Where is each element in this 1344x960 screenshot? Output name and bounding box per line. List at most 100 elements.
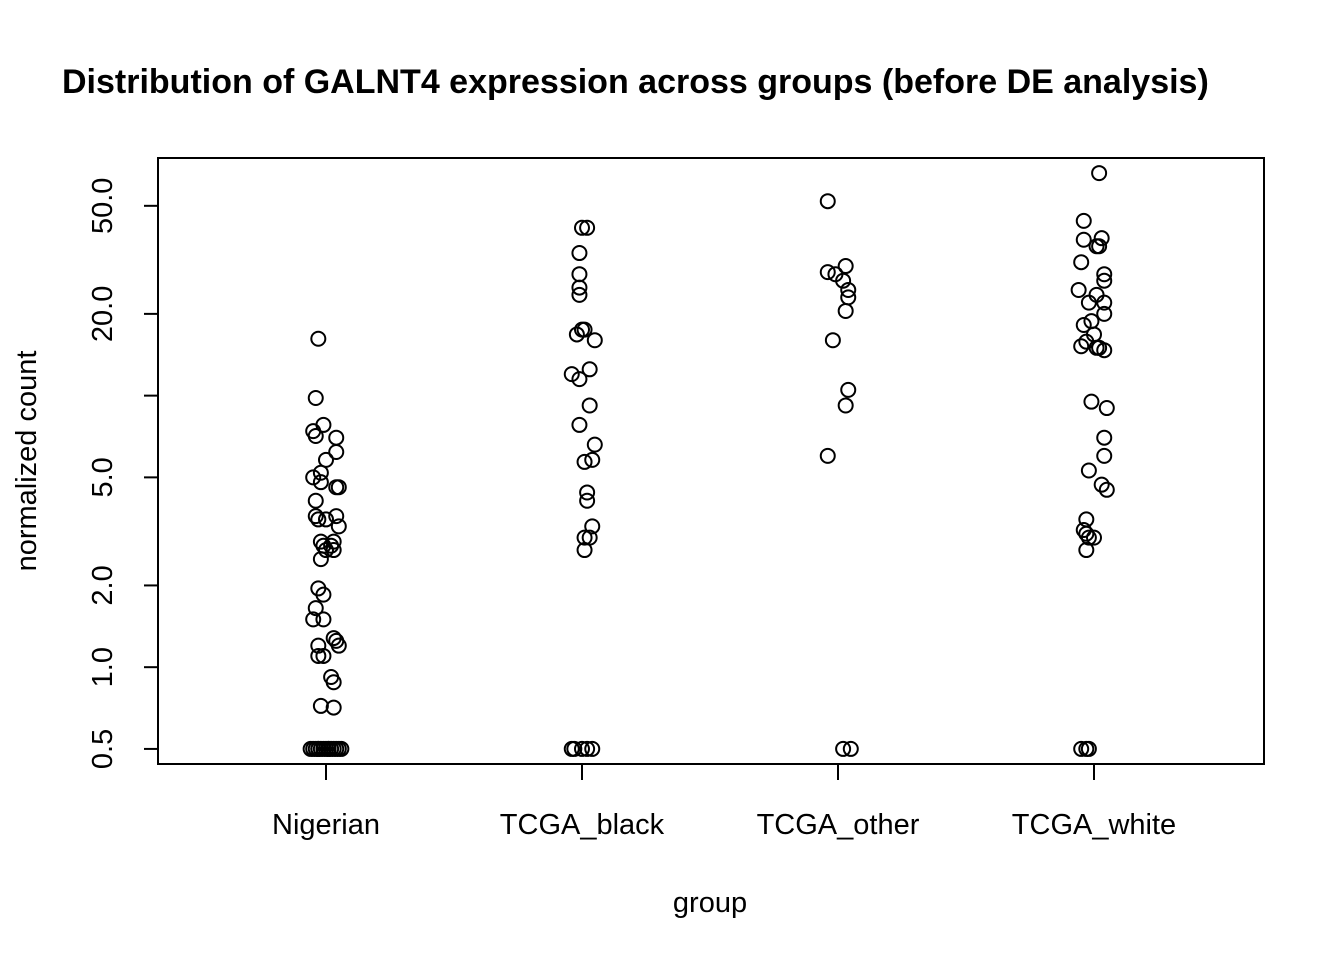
data-point [571,371,588,388]
data-point [307,390,324,407]
data-point [1070,281,1087,298]
y-tick-label: 1.0 [87,647,119,687]
data-point [1096,429,1113,446]
data-point [312,474,329,491]
data-point [310,511,327,528]
data-point [1075,317,1092,334]
data-point [325,533,342,550]
data-point [571,266,588,283]
data-point [307,600,324,617]
data-point [1098,400,1115,417]
data-point [1078,542,1095,559]
y-tick-label: 5.0 [87,457,119,497]
data-point [571,245,588,262]
data-point [307,508,324,525]
data-point [586,332,603,349]
data-point [315,647,332,664]
x-tick-label: TCGA_other [757,809,920,841]
data-point [842,740,859,757]
data-point [1083,393,1100,410]
data-point [579,740,596,757]
data-point [1096,266,1113,283]
y-tick-label: 0.5 [87,729,119,769]
y-tick-label: 20.0 [87,286,119,342]
data-point [840,281,857,298]
data-point [1080,529,1097,546]
data-point [1080,462,1097,479]
data-point [307,492,324,509]
x-tick-label: TCGA_white [1012,809,1176,841]
data-point [328,429,345,446]
data-point [330,479,347,496]
data-point [566,740,583,757]
data-point [310,740,327,757]
y-axis: 0.5 1.0 2.0 5.0 20.0 50.0 [87,178,158,769]
data-point [315,416,332,433]
chart-title: Distribution of GALNT4 expression across… [62,63,1209,101]
data-point [586,436,603,453]
data-point [1093,230,1110,247]
data-point [837,302,854,319]
data-point [571,416,588,433]
data-point [1096,305,1113,322]
x-axis-title: group [673,887,747,919]
data-point [581,361,598,378]
data-point [307,428,324,445]
data-point [835,272,852,289]
data-point [837,258,854,275]
data-point [574,740,590,757]
data-point [584,518,601,535]
data-point [315,586,332,603]
data-point [328,508,345,525]
data-point [1075,212,1092,229]
data-point [576,542,593,559]
data-point [1073,338,1090,355]
data-point [579,492,596,509]
data-point [576,529,593,546]
data-point [840,381,857,398]
data-point [1080,294,1097,311]
data-point [576,453,593,470]
data-point [1086,529,1102,546]
y-tick-label: 2.0 [87,565,119,605]
data-point [333,740,350,757]
data-point [325,674,342,691]
x-axis: Nigerian TCGA_black TCGA_other TCGA_white [272,764,1176,841]
data-point [1075,231,1092,248]
data-point [325,699,342,716]
data-point [571,286,588,303]
data-point [312,697,329,714]
data-point [330,637,347,654]
data-point [310,647,327,664]
data-point [568,326,585,343]
data-point [1080,740,1097,757]
data-point [320,740,337,757]
plot-frame [157,157,1265,765]
data-point [1096,447,1113,464]
data-point [325,542,342,559]
data-point [1073,740,1090,757]
data-point [579,219,596,236]
data-point [312,551,329,568]
data-point [1091,238,1108,255]
x-tick-label: Nigerian [272,809,380,841]
data-point [318,511,334,528]
data-point [581,397,598,414]
data-point [824,332,841,349]
data-point [305,611,322,628]
data-point [1096,272,1113,289]
data-point [584,740,601,757]
data-point [584,451,601,468]
data-point [1091,165,1108,182]
data-point [310,330,327,347]
data-point [1093,476,1110,493]
data-point [819,193,836,210]
data-point [837,397,854,414]
data-point [819,264,836,281]
data-point [1078,525,1095,542]
data-point [1098,481,1115,498]
data-point [1073,254,1090,271]
data-point [819,447,836,464]
y-axis-title: normalized count [11,351,43,572]
